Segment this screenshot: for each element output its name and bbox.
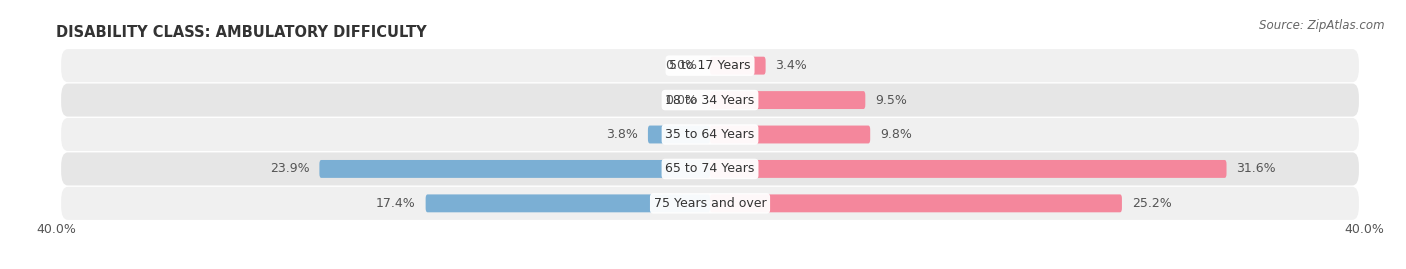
Text: 0.0%: 0.0% <box>665 59 697 72</box>
FancyBboxPatch shape <box>60 84 1360 116</box>
FancyBboxPatch shape <box>710 194 1122 212</box>
FancyBboxPatch shape <box>710 160 1226 178</box>
Text: 31.6%: 31.6% <box>1236 162 1277 175</box>
Text: 18 to 34 Years: 18 to 34 Years <box>665 94 755 107</box>
Text: 0.0%: 0.0% <box>665 94 697 107</box>
Text: 35 to 64 Years: 35 to 64 Years <box>665 128 755 141</box>
Text: 3.8%: 3.8% <box>606 128 638 141</box>
Text: 9.5%: 9.5% <box>875 94 907 107</box>
Text: Source: ZipAtlas.com: Source: ZipAtlas.com <box>1260 19 1385 32</box>
Text: 5 to 17 Years: 5 to 17 Years <box>669 59 751 72</box>
FancyBboxPatch shape <box>648 126 710 143</box>
FancyBboxPatch shape <box>426 194 710 212</box>
FancyBboxPatch shape <box>60 187 1360 220</box>
Text: 17.4%: 17.4% <box>375 197 416 210</box>
Text: 65 to 74 Years: 65 to 74 Years <box>665 162 755 175</box>
FancyBboxPatch shape <box>60 118 1360 151</box>
Text: 3.4%: 3.4% <box>776 59 807 72</box>
Text: 25.2%: 25.2% <box>1132 197 1171 210</box>
Text: 9.8%: 9.8% <box>880 128 912 141</box>
FancyBboxPatch shape <box>319 160 710 178</box>
FancyBboxPatch shape <box>710 126 870 143</box>
Text: 75 Years and over: 75 Years and over <box>654 197 766 210</box>
FancyBboxPatch shape <box>60 153 1360 185</box>
FancyBboxPatch shape <box>710 91 865 109</box>
Text: DISABILITY CLASS: AMBULATORY DIFFICULTY: DISABILITY CLASS: AMBULATORY DIFFICULTY <box>56 25 427 40</box>
FancyBboxPatch shape <box>710 57 766 75</box>
FancyBboxPatch shape <box>60 49 1360 82</box>
Text: 23.9%: 23.9% <box>270 162 309 175</box>
